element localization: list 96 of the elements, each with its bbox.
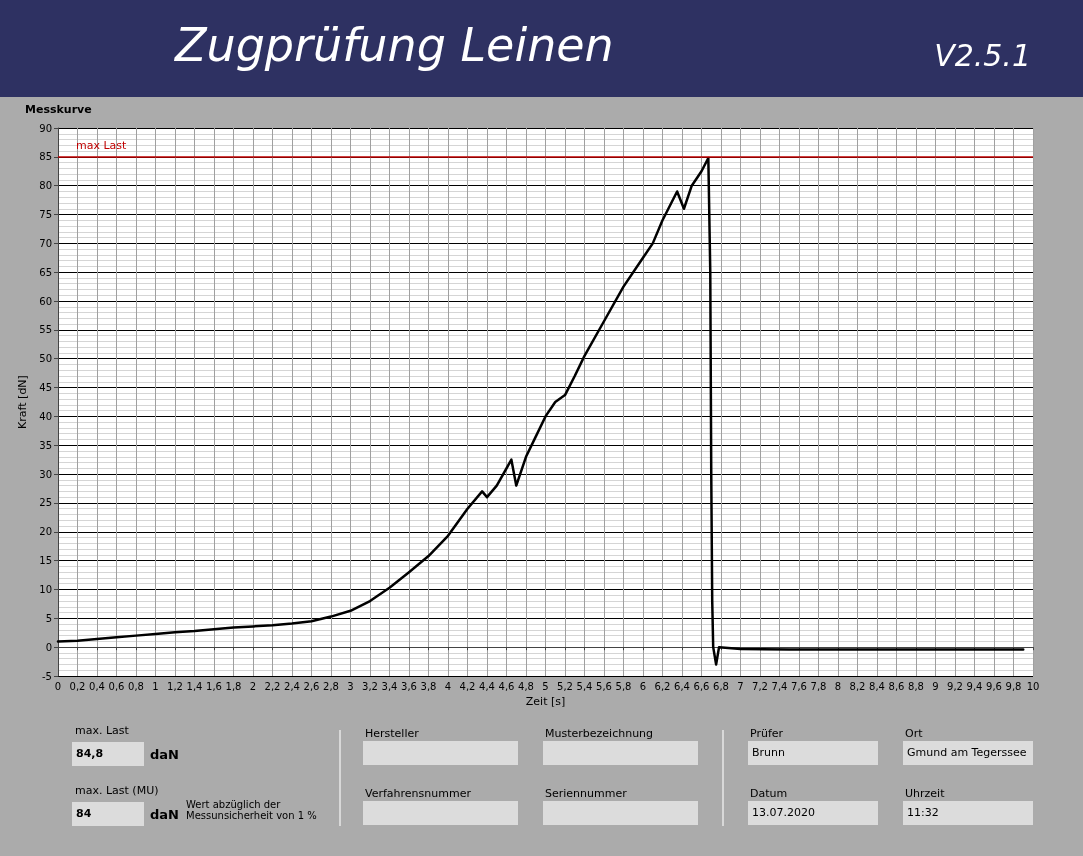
y-tick-label: 10: [39, 583, 52, 595]
text: Datum: [750, 787, 788, 800]
x-tick-label: 7,4: [771, 680, 788, 692]
y-tick-label: 5: [45, 612, 52, 624]
x-tick-label: 3,6: [401, 680, 417, 692]
y-tick-label: 90: [39, 122, 52, 134]
x-tick-label: 7,6: [791, 680, 807, 692]
text: Gmund am Tegerssee: [903, 741, 1033, 765]
text: Brunn: [748, 741, 878, 765]
text: Messkurve: [25, 103, 92, 116]
y-tick-label: 25: [39, 497, 52, 509]
x-tick-label: 2,6: [303, 680, 320, 692]
x-tick-label: 8,8: [908, 680, 924, 692]
y-tick-label: 70: [39, 237, 52, 249]
x-tick-label: 9,8: [1005, 680, 1022, 692]
text: Hersteller: [365, 727, 419, 740]
x-tick-label: 9,2: [947, 680, 963, 692]
text: Ort: [905, 727, 923, 740]
y-tick-label: -5: [42, 670, 52, 682]
y-tick-label: 80: [39, 180, 52, 192]
x-tick-label: 2,8: [323, 680, 339, 692]
x-tick-label: 5,8: [615, 680, 632, 692]
text: daN: [150, 807, 179, 822]
x-tick-label: 4,6: [498, 680, 515, 692]
y-tick-label: 35: [39, 439, 52, 451]
x-tick-label: 4: [444, 680, 452, 692]
x-tick-label: 4,8: [518, 680, 534, 692]
text: 84,8: [72, 742, 144, 766]
text: Seriennummer: [545, 787, 627, 800]
x-tick-label: 1: [152, 680, 159, 692]
y-axis-title: Kraft [dN]: [16, 375, 29, 429]
x-tick-label: 8: [834, 680, 842, 692]
text: Wert abzüglich der Messunsicherheit von 1 %: [186, 799, 318, 821]
chart-title: Zugprüfung Leinen: [175, 18, 614, 72]
x-tick-label: 1,6: [206, 680, 222, 692]
x-tick-label: 0,2: [69, 680, 86, 692]
x-tick-label: 8,2: [849, 680, 866, 692]
y-tick-label: 15: [39, 555, 52, 567]
x-tick-label: 7,8: [810, 680, 827, 692]
x-tick-label: 2,4: [284, 680, 300, 692]
x-tick-label: 6,6: [693, 680, 710, 692]
x-tick-label: 1,4: [186, 680, 203, 692]
x-tick-label: 0,4: [89, 680, 105, 692]
x-tick-label: 2: [249, 680, 257, 692]
text: daN: [150, 747, 179, 762]
text: max. Last: [75, 724, 129, 737]
y-tick-label: 30: [39, 468, 52, 480]
x-tick-label: 3: [347, 680, 354, 692]
text: Musterbezeichnung: [545, 727, 654, 740]
x-tick-label: 5,6: [596, 680, 612, 692]
text: 13.07.2020: [748, 801, 878, 825]
x-tick-label: 8,4: [869, 680, 885, 692]
x-tick-label: 5,4: [576, 680, 593, 692]
x-axis-title: Zeit [s]: [525, 695, 566, 708]
x-tick-label: 4,2: [459, 680, 476, 692]
x-tick-label: 0: [54, 680, 62, 692]
x-tick-label: 3,8: [420, 680, 437, 692]
y-tick-label: 20: [39, 526, 52, 538]
chart-subtitle: V2.5.1: [934, 38, 1031, 73]
y-tick-label: 45: [39, 382, 52, 394]
text: max. Last (MU): [75, 784, 159, 797]
x-tick-label: 6: [639, 680, 647, 692]
x-tick-label: 4,4: [479, 680, 495, 692]
x-tick-label: 3,4: [381, 680, 398, 692]
x-tick-label: 10: [1026, 680, 1040, 692]
x-tick-label: 8,6: [888, 680, 905, 692]
text: Prüfer: [750, 727, 784, 740]
text: Uhrzeit: [905, 787, 945, 800]
x-tick-label: 0,8: [128, 680, 144, 692]
x-tick-label: 1,2: [167, 680, 183, 692]
x-tick-label: 9,4: [966, 680, 983, 692]
ref-line-label: max Last: [76, 138, 128, 152]
x-tick-label: 5,2: [557, 680, 573, 692]
x-tick-label: 7,2: [752, 680, 768, 692]
y-tick-label: 50: [39, 353, 52, 365]
x-tick-label: 6,2: [654, 680, 671, 692]
x-tick-label: 3,2: [362, 680, 378, 692]
x-tick-label: 9: [932, 680, 939, 692]
x-tick-label: 5: [542, 680, 549, 692]
y-tick-label: 75: [39, 209, 52, 221]
text: 84: [72, 802, 144, 826]
x-tick-label: 0,6: [108, 680, 125, 692]
y-tick-label: 65: [39, 266, 52, 278]
y-tick-label: 55: [39, 324, 52, 336]
x-tick-label: 2,2: [264, 680, 281, 692]
y-tick-label: 85: [39, 151, 52, 163]
x-tick-label: 6,8: [713, 680, 729, 692]
y-tick-label: 40: [39, 410, 52, 422]
y-tick-label: 60: [39, 295, 52, 307]
x-tick-label: 1,8: [225, 680, 242, 692]
x-tick-label: 7: [737, 680, 744, 692]
y-tick-label: 0: [45, 641, 52, 653]
text: Verfahrensnummer: [365, 787, 471, 800]
x-tick-label: 6,4: [674, 680, 690, 692]
text: 11:32: [903, 801, 1033, 825]
x-tick-label: 9,6: [986, 680, 1002, 692]
